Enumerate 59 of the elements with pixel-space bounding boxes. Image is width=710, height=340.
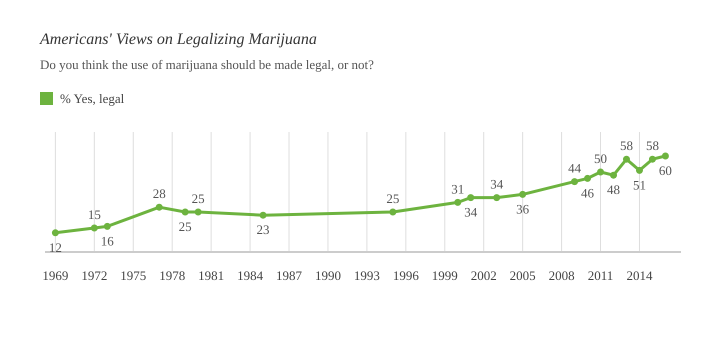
x-tick-label: 2014 <box>626 268 653 283</box>
chart-subtitle: Do you think the use of marijuana should be made legal, or not? <box>40 57 374 72</box>
data-label: 34 <box>464 204 478 220</box>
data-label: 48 <box>607 182 620 198</box>
data-label: 25 <box>178 219 192 234</box>
point <box>182 208 189 216</box>
data-label: 58 <box>646 138 659 154</box>
data-label: 12 <box>48 240 62 255</box>
point <box>90 224 98 232</box>
x-tick-label: 1978 <box>159 268 186 283</box>
point <box>571 178 578 186</box>
x-tick-label: 1975 <box>120 268 146 283</box>
point <box>389 208 396 216</box>
x-tick-label: 1996 <box>392 268 420 283</box>
legend-label: % Yes, legal <box>60 91 125 106</box>
point <box>194 208 202 216</box>
x-tick-label: 1990 <box>314 268 341 283</box>
x-tick-label: 1972 <box>81 268 108 283</box>
point <box>260 212 267 219</box>
point <box>584 174 592 182</box>
point <box>104 222 111 230</box>
x-tick-label: 1984 <box>237 268 264 283</box>
x-tick-label: 1969 <box>42 268 68 283</box>
data-label: 16 <box>100 233 114 248</box>
x-tick-label: 2008 <box>548 268 575 283</box>
data-label: 60 <box>658 163 672 178</box>
x-tick-label: 1981 <box>198 268 224 283</box>
data-label: 23 <box>256 222 270 238</box>
point <box>52 229 59 236</box>
data-label: 58 <box>620 138 633 154</box>
point <box>622 156 630 163</box>
point <box>156 204 163 211</box>
data-label: 25 <box>192 191 205 206</box>
point <box>597 168 604 176</box>
data-label: 51 <box>632 177 646 192</box>
data-label: 46 <box>581 185 595 200</box>
data-label: 50 <box>594 151 608 166</box>
point <box>662 152 669 160</box>
data-label: 25 <box>386 191 400 206</box>
data-label: 34 <box>490 176 504 192</box>
x-tick-label: 2002 <box>470 268 497 283</box>
x-tick-label: 2011 <box>588 268 614 283</box>
data-label: 44 <box>568 160 582 176</box>
point <box>610 172 618 179</box>
x-tick-label: 2005 <box>510 268 536 283</box>
point <box>519 190 526 198</box>
x-tick-label: 1993 <box>354 268 380 283</box>
data-label: 15 <box>88 207 101 222</box>
point <box>454 198 462 206</box>
chart-title: Americans' Views on Legalizing Marijuana <box>39 31 317 48</box>
data-label: 28 <box>152 186 166 202</box>
point <box>467 194 474 202</box>
point <box>493 194 500 202</box>
point <box>636 166 643 174</box>
data-label: 31 <box>451 181 464 196</box>
data-label: 36 <box>516 201 530 216</box>
x-tick-label: 1999 <box>432 268 458 283</box>
point <box>648 156 656 163</box>
x-tick-label: 1987 <box>276 268 303 283</box>
